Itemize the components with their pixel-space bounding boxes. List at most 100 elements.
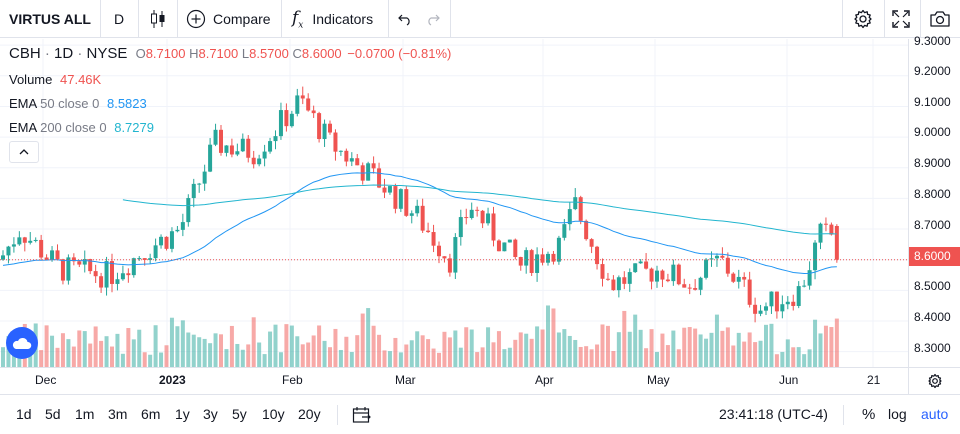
candle-body	[99, 276, 104, 288]
price-chart[interactable]	[0, 39, 908, 367]
candle-body	[371, 163, 376, 169]
volume-bar	[278, 352, 283, 367]
candle-body	[437, 245, 441, 257]
legend-interval: 1D	[54, 45, 74, 62]
undo-icon	[398, 14, 410, 26]
volume-bar	[453, 330, 458, 367]
volume-bar	[39, 350, 44, 367]
volume-bar	[246, 344, 251, 367]
candle-body	[742, 276, 747, 280]
fullscreen-button[interactable]	[892, 0, 910, 38]
price-tick: 8.9000	[914, 156, 951, 170]
candle-body	[219, 129, 223, 153]
volume-bar	[120, 353, 125, 367]
volume-bar	[355, 335, 360, 367]
volume-bar	[169, 317, 174, 367]
compare-label: Compare	[213, 11, 271, 27]
time-axis[interactable]: Dec 2023 Feb Mar Apr May Jun 21	[0, 367, 908, 394]
redo-button[interactable]	[425, 0, 441, 38]
volume-bar	[131, 339, 136, 367]
candle-body	[600, 264, 605, 279]
settings-button[interactable]	[852, 0, 874, 38]
volume-bar	[71, 346, 76, 367]
undo-button[interactable]	[397, 0, 413, 38]
candle-body	[529, 250, 534, 273]
volume-bar	[371, 325, 376, 367]
volume-bar	[671, 330, 676, 367]
candle-body	[502, 242, 507, 252]
volume-bar	[469, 329, 474, 367]
price-tick: 8.7000	[914, 218, 951, 232]
chart-type-button[interactable]	[150, 0, 166, 38]
volume-bar	[404, 344, 409, 367]
volume-bar	[191, 334, 196, 367]
symbol-search[interactable]: VIRTUS ALL	[9, 0, 91, 38]
axis-settings-button[interactable]	[908, 367, 960, 394]
candle-body	[284, 110, 289, 127]
auto-scale-toggle[interactable]: auto	[921, 406, 949, 422]
range-5d-button[interactable]: 5d	[45, 406, 61, 422]
log-scale-toggle[interactable]: log	[888, 406, 907, 422]
candle-body	[229, 145, 234, 155]
candle-body	[753, 304, 758, 314]
interval-button[interactable]: D	[114, 0, 124, 38]
range-3y-button[interactable]: 3y	[203, 406, 218, 422]
candle-body	[175, 229, 180, 232]
clock[interactable]: 23:41:18 (UTC-4)	[719, 406, 828, 422]
candle-body	[605, 278, 610, 280]
candle-body	[382, 187, 387, 193]
compare-button[interactable]: Compare	[186, 0, 271, 38]
volume-bar	[398, 352, 403, 367]
volume-bar	[595, 344, 600, 367]
legend-ema50-row[interactable]: EMA 50 close 0 8.5823	[9, 96, 147, 111]
low-label: L	[241, 46, 250, 61]
legend-ema200-row[interactable]: EMA 200 close 0 8.7279	[9, 120, 154, 135]
indicators-button[interactable]: fx Indicators	[292, 0, 373, 38]
range-6m-button[interactable]: 6m	[141, 406, 161, 422]
candle-body	[709, 258, 714, 260]
candle-body	[469, 209, 474, 219]
candle-body	[426, 230, 431, 233]
volume-bar	[338, 349, 343, 367]
candle-body	[6, 246, 11, 256]
volume-bar	[731, 345, 736, 367]
range-3m-button[interactable]: 3m	[108, 406, 128, 422]
candle-body	[44, 257, 49, 260]
collapse-legend-button[interactable]	[9, 141, 39, 163]
range-1d-button[interactable]: 1d	[16, 406, 32, 422]
tradingview-logo[interactable]	[6, 327, 38, 359]
divider	[450, 0, 451, 38]
volume-bar	[834, 318, 839, 367]
screenshot-button[interactable]	[929, 0, 951, 38]
percent-scale-toggle[interactable]: %	[862, 406, 876, 423]
candle-body	[556, 237, 561, 262]
candle-body	[169, 231, 174, 249]
candle-body	[322, 123, 327, 140]
candle-body	[655, 270, 659, 282]
camera-icon	[930, 11, 950, 27]
candle-body	[235, 151, 240, 155]
range-1m-button[interactable]: 1m	[75, 406, 95, 422]
candle-body	[774, 291, 779, 312]
volume-bar	[202, 338, 207, 367]
change-value: −0.0700 (−0.81%)	[347, 46, 452, 61]
candle-body	[535, 254, 540, 273]
legend-volume-row[interactable]: Volume 47.46K	[9, 72, 101, 87]
chart-pane[interactable]	[0, 39, 908, 367]
candle-body	[518, 257, 523, 266]
candle-body	[807, 270, 812, 286]
price-tick: 8.3000	[914, 341, 951, 355]
range-1y-button[interactable]: 1y	[175, 406, 190, 422]
range-10y-button[interactable]: 10y	[262, 406, 285, 422]
goto-date-button[interactable]	[352, 406, 372, 429]
volume-bar	[807, 349, 812, 367]
range-20y-button[interactable]: 20y	[298, 406, 321, 422]
volume-bar	[611, 351, 616, 367]
volume-bar	[377, 334, 382, 367]
time-tick: Apr	[535, 373, 554, 387]
price-axis[interactable]: 9.3000 9.2000 9.1000 9.0000 8.9000 8.800…	[908, 34, 960, 367]
volume-bar	[556, 332, 561, 367]
volume-bar	[431, 348, 436, 367]
range-5y-button[interactable]: 5y	[232, 406, 247, 422]
volume-bar	[300, 344, 305, 367]
